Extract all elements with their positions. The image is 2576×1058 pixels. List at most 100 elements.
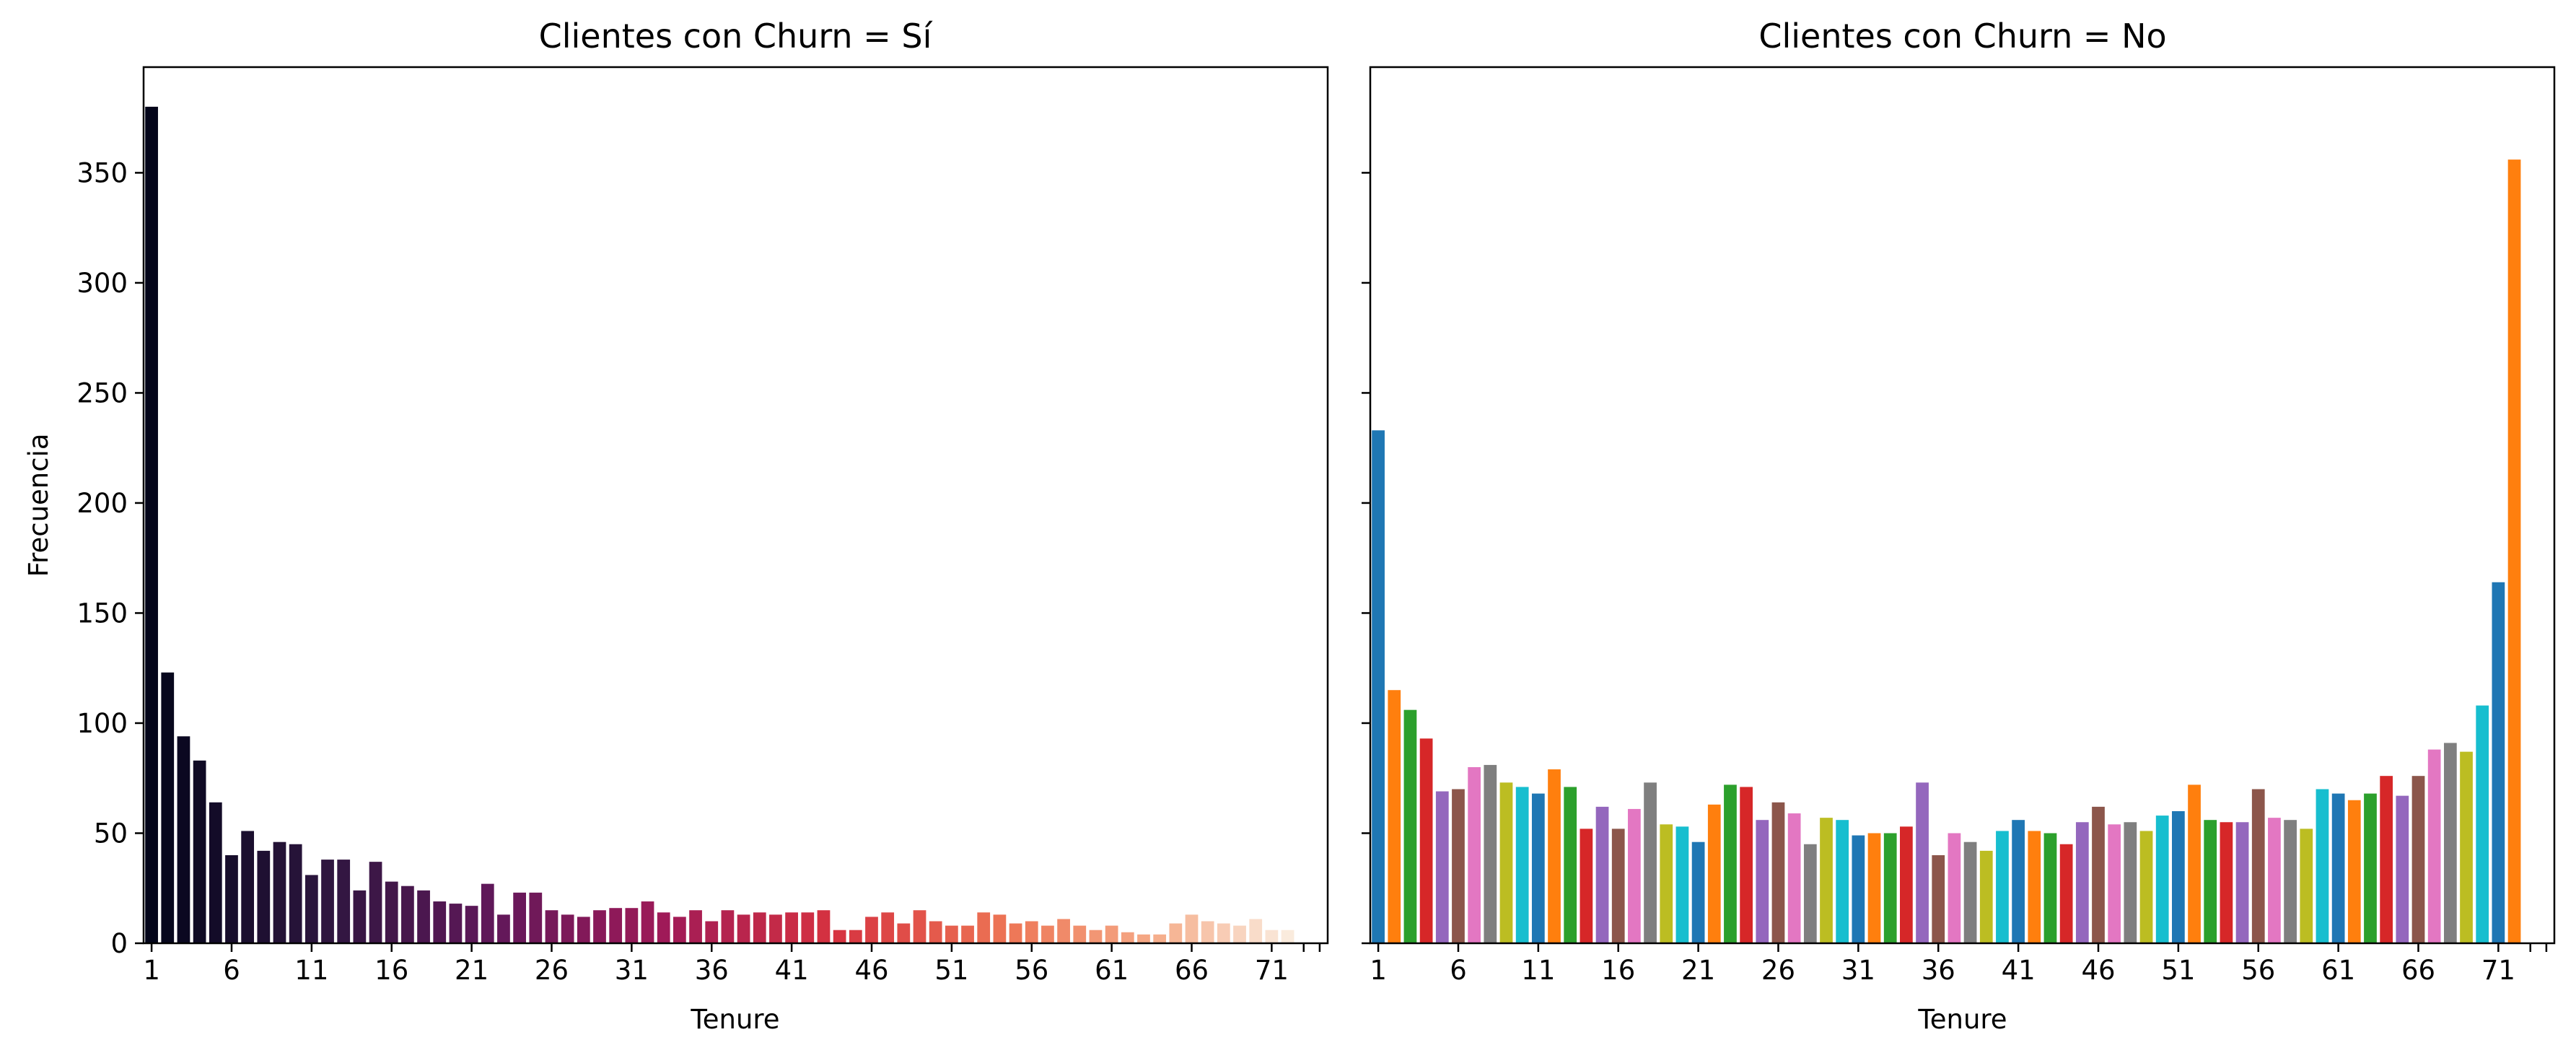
bar xyxy=(1468,766,1481,943)
bar xyxy=(1580,829,1593,943)
y-tick-label: 300 xyxy=(76,268,128,299)
bar xyxy=(1644,782,1657,943)
bar xyxy=(1787,813,1801,943)
bar xyxy=(801,912,815,943)
bar xyxy=(401,886,414,943)
bar xyxy=(2172,810,2185,943)
x-tick-label: 16 xyxy=(374,955,408,986)
y-axis-ticks-churn-si: 0 50 100 150 200 250 300 350 xyxy=(76,157,144,959)
bar xyxy=(961,925,974,943)
y-tick-label: 0 xyxy=(110,928,128,959)
bar xyxy=(1595,806,1609,943)
y-tick-label: 50 xyxy=(94,818,128,849)
bar xyxy=(2443,743,2457,943)
bar xyxy=(977,912,991,943)
x-tick-label: 71 xyxy=(1255,955,1289,986)
y-tick-label: 350 xyxy=(76,157,128,188)
bar xyxy=(769,914,782,943)
bar xyxy=(1073,925,1087,943)
x-axis-label-churn-si: Tenure xyxy=(690,1004,779,1035)
bar xyxy=(929,921,942,943)
bar xyxy=(193,760,206,943)
bar xyxy=(1057,919,1070,943)
y-tick-label: 100 xyxy=(76,708,128,739)
bar xyxy=(209,802,222,943)
bar xyxy=(737,914,750,943)
bar xyxy=(849,930,862,943)
bar xyxy=(481,883,494,943)
bar xyxy=(2043,833,2057,943)
x-axis-label-churn-no: Tenure xyxy=(1917,1004,2007,1035)
x-tick-label: 1 xyxy=(143,955,160,986)
bar xyxy=(897,923,911,943)
x-tick-label: 26 xyxy=(535,955,569,986)
bar xyxy=(2092,806,2105,943)
bar xyxy=(1137,934,1150,943)
bar xyxy=(2460,751,2473,943)
bar xyxy=(1233,925,1246,943)
bar xyxy=(2347,800,2361,943)
bar xyxy=(449,904,463,943)
bar xyxy=(2028,831,2041,943)
bar xyxy=(1372,430,1385,943)
bar xyxy=(2059,844,2073,943)
y-axis-label: Frecuencia xyxy=(23,433,54,577)
bar xyxy=(353,890,367,943)
plot-frame-churn-no xyxy=(1369,66,2556,945)
bar xyxy=(1611,829,1625,943)
bar xyxy=(1948,833,1961,943)
x-tick-label: 31 xyxy=(615,955,649,986)
bar xyxy=(1932,854,1945,943)
x-tick-label: 51 xyxy=(934,955,968,986)
bar xyxy=(225,854,238,943)
bar xyxy=(1217,923,1230,943)
bar xyxy=(865,917,878,943)
x-tick-label: 11 xyxy=(1521,955,1555,986)
bar xyxy=(1531,793,1545,943)
bar xyxy=(417,890,430,943)
bar xyxy=(1916,782,1929,943)
x-axis-ticks-churn-no: 1 6 11 16 21 26 31 36 41 46 51 56 61 66 71 xyxy=(1370,943,2548,986)
x-tick-label: 21 xyxy=(1681,955,1715,986)
x-tick-label: 11 xyxy=(294,955,328,986)
bar xyxy=(1660,824,1673,943)
x-tick-label: 21 xyxy=(455,955,489,986)
bar xyxy=(673,917,686,943)
bar xyxy=(465,906,478,943)
bar xyxy=(993,914,1007,943)
x-tick-label: 66 xyxy=(2401,955,2435,986)
bar xyxy=(1564,787,1577,943)
bar xyxy=(817,910,831,943)
bar xyxy=(561,914,574,943)
bar xyxy=(257,850,271,943)
bar xyxy=(1153,934,1167,943)
x-tick-label: 61 xyxy=(1095,955,1129,986)
x-tick-label: 6 xyxy=(223,955,240,986)
x-tick-label: 71 xyxy=(2481,955,2515,986)
bar xyxy=(161,672,175,943)
x-tick-label: 36 xyxy=(695,955,729,986)
bar xyxy=(1691,841,1705,943)
bar xyxy=(337,860,351,943)
bar xyxy=(1803,844,1817,943)
bar xyxy=(1979,850,1993,943)
bar xyxy=(753,912,766,943)
bar xyxy=(1852,835,1865,943)
bar xyxy=(1628,808,1641,943)
bar xyxy=(1820,818,1833,943)
bar xyxy=(1201,921,1214,943)
x-tick-label: 1 xyxy=(1370,955,1387,986)
y-tick-label: 250 xyxy=(76,377,128,408)
bar xyxy=(657,912,670,943)
bar xyxy=(2476,705,2489,943)
bar xyxy=(1548,769,1561,943)
bar xyxy=(1169,923,1183,943)
bar xyxy=(2300,829,2313,943)
bar xyxy=(1419,738,1433,943)
bar xyxy=(369,862,382,943)
bar xyxy=(945,925,958,943)
bar xyxy=(1756,820,1769,943)
bar xyxy=(2492,582,2505,943)
bar xyxy=(1900,826,1913,943)
